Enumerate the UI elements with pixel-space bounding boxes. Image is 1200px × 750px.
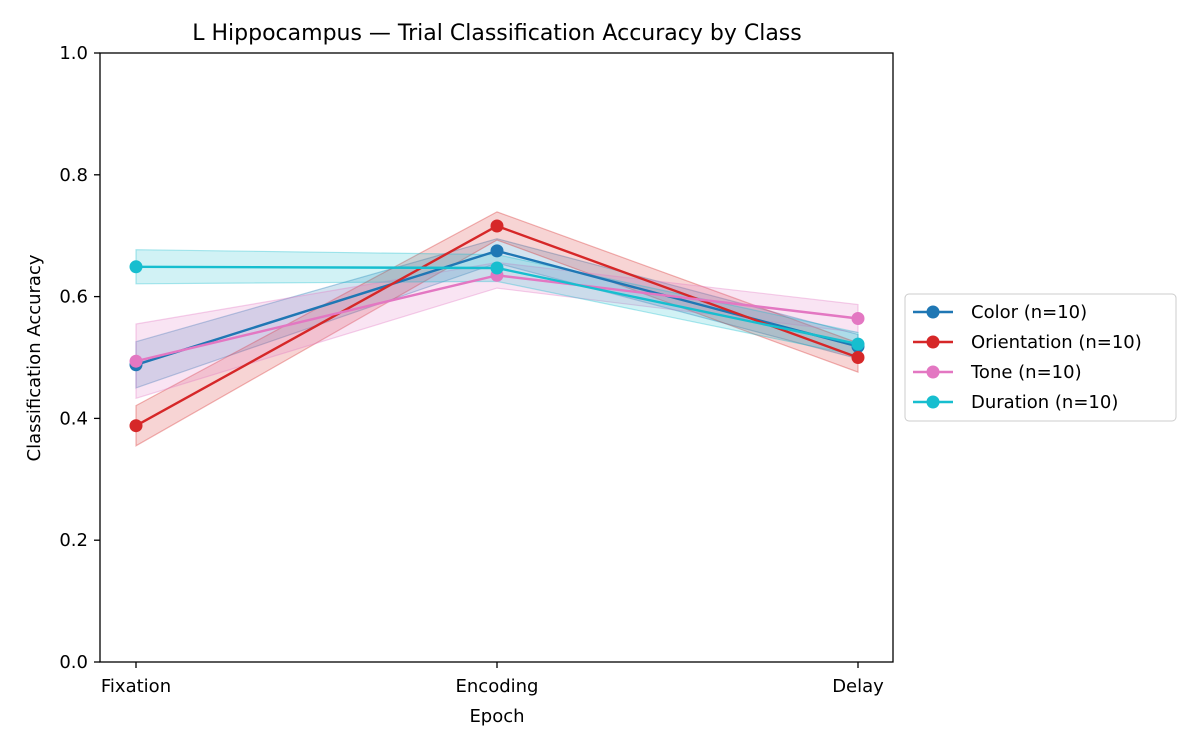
legend: Color (n=10) Orientation (n=10) Tone (n=10… (904, 293, 1177, 422)
legend-label-duration: Duration (n=10) (971, 392, 1118, 413)
y-tick-label: 0.0 (59, 652, 88, 673)
y-axis: 0.0 0.2 0.4 0.6 0.8 1.0 (59, 43, 100, 673)
point-tone-delay (851, 312, 865, 325)
x-tick-label: Delay (832, 676, 884, 697)
x-axis: Fixation Encoding Delay (101, 662, 884, 697)
x-axis-title: Epoch (469, 706, 524, 727)
legend-marker-color (926, 305, 940, 319)
point-tone-fixation (129, 354, 143, 368)
x-tick-label: Fixation (101, 676, 171, 697)
chart-title: L Hippocampus — Trial Classification Acc… (192, 21, 801, 46)
point-duration-fixation (129, 260, 143, 274)
y-tick-label: 0.8 (59, 165, 88, 186)
legend-frame (904, 293, 1177, 422)
point-orientation-fixation (129, 419, 143, 433)
point-orientation-encoding (490, 219, 504, 233)
point-orientation-delay (851, 351, 865, 364)
series-markers (129, 219, 865, 433)
point-color-encoding (490, 244, 504, 258)
legend-marker-duration (926, 395, 940, 409)
legend-label-color: Color (n=10) (971, 302, 1087, 323)
y-tick-label: 0.6 (59, 287, 88, 308)
y-tick-label: 0.4 (59, 408, 88, 429)
legend-label-tone: Tone (n=10) (970, 362, 1082, 383)
y-tick-label: 1.0 (59, 43, 88, 64)
y-axis-title: Classification Accuracy (24, 254, 45, 461)
legend-marker-orientation (926, 335, 940, 349)
band-orientation (135, 211, 859, 447)
y-tick-label: 0.2 (59, 530, 88, 551)
point-duration-delay (851, 337, 865, 351)
x-tick-label: Encoding (456, 676, 539, 697)
point-duration-encoding (490, 261, 504, 275)
legend-label-orientation: Orientation (n=10) (971, 332, 1142, 353)
legend-marker-tone (926, 365, 940, 379)
